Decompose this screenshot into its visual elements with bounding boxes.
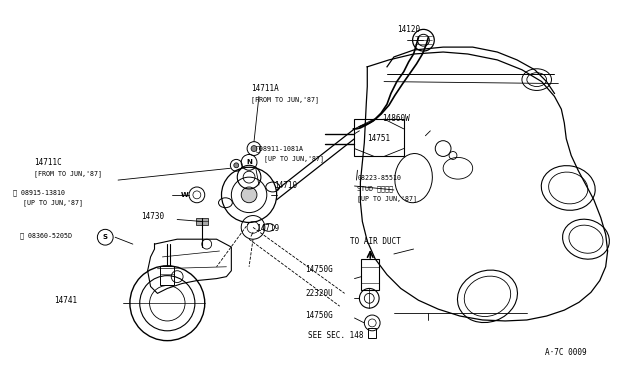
Bar [355,119,404,157]
Text: 14719: 14719 [256,224,279,233]
Text: SEE SEC. 148: SEE SEC. 148 [308,331,364,340]
Circle shape [234,163,239,168]
Text: ⓝ08911-1081A: ⓝ08911-1081A [256,145,304,152]
Text: [UP TO JUN,'87]: [UP TO JUN,'87] [357,195,417,202]
Text: TO AIR DUCT: TO AIR DUCT [349,237,401,246]
Text: S: S [103,234,108,240]
Circle shape [241,187,257,203]
Text: 22320U: 22320U [305,289,333,298]
Text: STUD スタッド: STUD スタッド [357,185,394,192]
Text: [FROM TO JUN,'87]: [FROM TO JUN,'87] [251,96,319,103]
Text: 14750G: 14750G [305,265,333,274]
Bar [161,266,174,285]
Text: 14120: 14120 [397,25,420,34]
Bar [196,218,208,225]
Text: [UP TO JUN,'87]: [UP TO JUN,'87] [264,155,324,162]
Text: 08223-85510: 08223-85510 [357,175,401,181]
Text: W: W [181,192,189,198]
Text: 14711A: 14711A [251,84,279,93]
Text: ⓦ 08915-13810: ⓦ 08915-13810 [13,190,65,196]
Text: 14750G: 14750G [305,311,333,320]
Text: [FROM TO JUN,'87]: [FROM TO JUN,'87] [35,170,102,177]
Text: 14741: 14741 [54,296,77,305]
Text: 14711C: 14711C [35,158,62,167]
Bar [368,328,376,338]
Text: 14751: 14751 [367,134,390,143]
Text: A·7C 0009: A·7C 0009 [545,349,586,357]
Text: N: N [246,159,252,166]
Text: 14710: 14710 [274,181,297,190]
Text: 14730: 14730 [141,212,164,221]
Text: Ⓢ 08360-5205D: Ⓢ 08360-5205D [20,232,72,239]
Text: [UP TO JUN,'87]: [UP TO JUN,'87] [22,200,83,206]
Bar [362,259,379,291]
Text: 14860W: 14860W [382,114,410,123]
Circle shape [251,145,257,151]
